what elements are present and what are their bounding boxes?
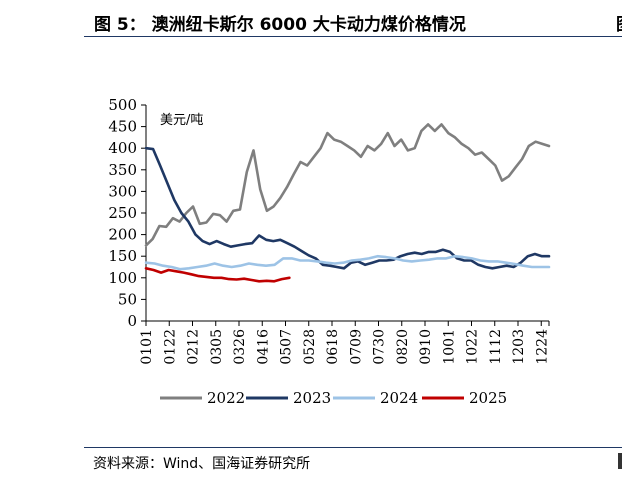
y-tick-label: 150 — [108, 247, 137, 265]
y-tick-label: 350 — [108, 161, 137, 179]
axes — [145, 105, 549, 322]
legend-label-2024: 2024 — [380, 389, 418, 407]
y-tick-label: 0 — [127, 312, 137, 330]
x-tick-label: 1224 — [534, 329, 550, 365]
x-tick-label: 0305 — [209, 329, 225, 365]
series-line-2024 — [144, 254, 551, 271]
x-tick-label: 0910 — [418, 329, 434, 365]
y-tick-label: 100 — [108, 269, 137, 287]
x-tick-label: 0416 — [255, 329, 271, 365]
figure-title: 图 5： 澳洲纽卡斯尔 6000 大卡动力煤价格情况 — [94, 15, 466, 35]
x-tick-label: 0528 — [302, 329, 318, 365]
y-tick-label: 500 — [108, 96, 137, 114]
x-tick-label: 1022 — [465, 329, 481, 365]
x-tick-label: 1001 — [441, 329, 457, 365]
y-tick-label: 250 — [108, 204, 137, 222]
series-line-2025 — [144, 266, 291, 283]
x-tick-label: 0326 — [232, 329, 248, 365]
legend-label-2023: 2023 — [293, 389, 331, 407]
title-bar: 图 5： 澳洲纽卡斯尔 6000 大卡动力煤价格情况 图 — [84, 8, 622, 37]
y-tick-label: 50 — [118, 290, 137, 308]
source-note: 资料来源：Wind、国海证券研究所 — [93, 456, 311, 472]
y-tick-label: 200 — [108, 226, 137, 244]
x-tick-label: 0709 — [348, 329, 364, 365]
legend-label-2022: 2022 — [207, 389, 245, 407]
x-tick-label: 0618 — [325, 329, 341, 365]
legend-label-2025: 2025 — [469, 389, 507, 407]
footer-divider — [84, 447, 622, 448]
y-tick-label: 450 — [108, 118, 137, 136]
footer-edge-mark — [618, 453, 622, 469]
series-lines — [144, 123, 551, 283]
x-tick-label: 0122 — [162, 329, 178, 365]
x-axis-ticks: 0101 0122 0212 0305 0326 0416 0507 0528 0618 0709… — [139, 321, 550, 365]
unit-label: 美元/吨 — [160, 113, 203, 128]
series-line-2023 — [144, 146, 551, 270]
x-tick-label: 0820 — [395, 329, 411, 365]
legend: 2022 2023 2024 2025 — [160, 389, 507, 407]
series-line-2022 — [144, 123, 551, 247]
y-axis-ticks: 0 50 100 150 200 250 300 350 400 450 500 — [108, 96, 146, 330]
x-tick-label: 0730 — [372, 329, 388, 365]
y-tick-label: 400 — [108, 139, 137, 157]
x-tick-label: 1112 — [488, 329, 504, 365]
x-tick-label: 1203 — [511, 329, 527, 365]
x-tick-label: 0101 — [139, 329, 155, 365]
figure-title-edge: 图 — [616, 10, 622, 35]
y-tick-label: 300 — [108, 182, 137, 200]
x-tick-label: 0507 — [279, 329, 295, 365]
x-tick-label: 0212 — [186, 329, 202, 365]
